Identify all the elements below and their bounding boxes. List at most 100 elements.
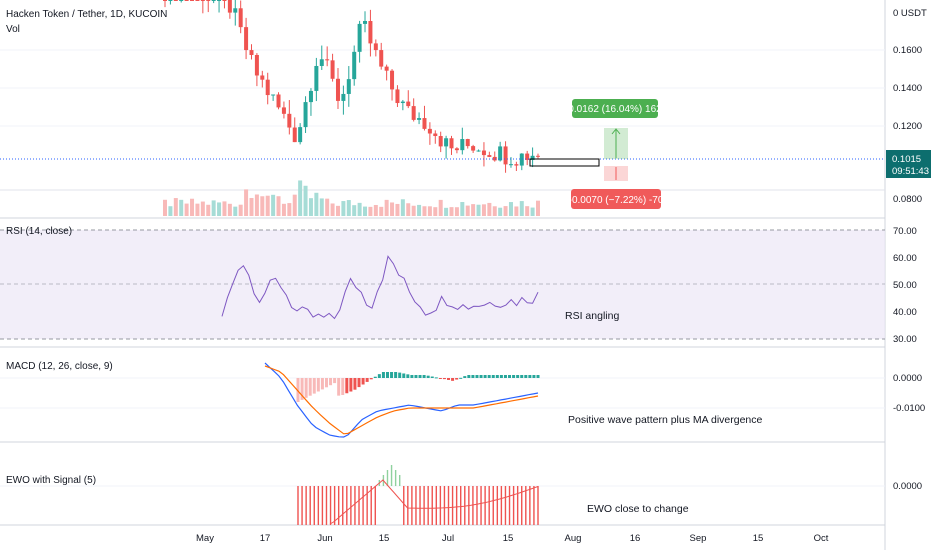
ewo-histogram-bar (435, 486, 438, 525)
candle-body (341, 93, 346, 101)
volume-bar (487, 202, 492, 216)
price-tick-0800: 0.0800 (893, 194, 922, 205)
macd-histogram-bar (300, 378, 304, 400)
macd-histogram-bar (304, 378, 308, 398)
macd-histogram-bar (308, 378, 312, 396)
time-label-aug16: 16 (630, 533, 641, 544)
macd-histogram-bar (333, 378, 337, 384)
ewo-histogram-bar (317, 486, 320, 525)
target-arrow-head (611, 128, 621, 135)
volume-bar (298, 180, 303, 216)
ewo-histogram-bar (529, 486, 531, 525)
macd-histogram-bar (475, 375, 479, 378)
volume-bar (373, 204, 378, 216)
candle-body (498, 146, 503, 161)
volume-bar (292, 194, 297, 216)
macd-histogram-bar (349, 378, 353, 392)
volume-bar (422, 206, 427, 216)
volume-bar (211, 200, 216, 216)
candle-body (357, 23, 362, 52)
time-label-may: May (196, 533, 214, 544)
volume-bar (260, 196, 265, 216)
ewo-histogram-bar (521, 486, 523, 525)
macd-histogram-bar (381, 372, 385, 378)
volume-bar (481, 204, 486, 216)
candle-body (422, 118, 427, 129)
macd-histogram-bar (341, 378, 345, 395)
candle-body (481, 150, 486, 156)
volume-bar (303, 185, 308, 216)
volume-bar (314, 192, 319, 216)
time-label-may17: 17 (260, 533, 271, 544)
volume-bar (492, 206, 497, 216)
ewo-histogram-bar (415, 486, 417, 525)
candle-body (206, 0, 211, 1)
rsi-label: RSI (14, close) (6, 226, 72, 237)
ewo-histogram-bar (411, 486, 413, 525)
candle-body (319, 59, 324, 66)
candle-body (298, 127, 303, 143)
ewo-histogram-bar (342, 486, 344, 525)
long-position-tool[interactable]: 0.0162 (16.04%) 162 -0.0070 (−7.22%) -70 (529, 99, 664, 209)
volume-bar (536, 200, 540, 216)
ewo-pane: EWO with Signal (5) 0.0000 EWO close to … (0, 465, 922, 525)
macd-histogram-bar (422, 375, 426, 378)
candle-body (314, 65, 319, 91)
ewo-histogram-bar (476, 486, 478, 525)
candle-body (465, 139, 470, 147)
time-label-sep15: 15 (753, 533, 764, 544)
volume-bar (319, 198, 324, 216)
target-label-bg (572, 99, 658, 118)
ewo-histogram-bar (358, 486, 360, 525)
macd-tick-minus: -0.0100 (893, 403, 925, 414)
candle-body (168, 0, 173, 1)
candle-body (227, 0, 232, 13)
volume-bar (308, 198, 313, 216)
volume-bar (395, 203, 400, 216)
ewo-histogram-bar (492, 486, 494, 525)
rsi-pane: RSI (14, close) 70.00 60.00 50.00 40.00 … (0, 226, 917, 345)
volume-bar (519, 201, 524, 216)
volume-bar (233, 206, 238, 216)
ewo-histogram-bar (337, 486, 340, 525)
volume-bar (465, 205, 470, 216)
candle-body (406, 101, 411, 107)
candle-body (373, 43, 378, 51)
candle-body (390, 70, 395, 90)
volume-bar (525, 206, 530, 216)
ewo-histogram-bar (374, 486, 376, 525)
time-label-oct: Oct (814, 533, 829, 544)
candle-body (200, 0, 205, 1)
ewo-histogram-bar (297, 486, 299, 525)
volume-bar (357, 202, 362, 216)
volume-bar (335, 205, 340, 216)
candle-body (352, 51, 357, 80)
candle-body (211, 0, 216, 1)
current-price-tag (886, 150, 931, 178)
ewo-histogram-bar (366, 486, 368, 525)
entry-box (529, 158, 600, 167)
volume-bar (417, 204, 422, 216)
candle-body (271, 94, 276, 96)
ewo-histogram-bar (301, 486, 303, 525)
volume-bar (460, 202, 465, 216)
time-label-jun15: 15 (379, 533, 390, 544)
volume-bar (330, 203, 335, 216)
rsi-tick-60: 60.00 (893, 253, 917, 264)
macd-histogram-bar (524, 375, 528, 378)
candle-body (476, 150, 481, 152)
volume-bar (173, 198, 178, 216)
candle-body (395, 89, 400, 104)
ewo-histogram-bar (390, 465, 393, 486)
volume-bar (427, 206, 432, 216)
macd-histogram-bar (528, 375, 532, 378)
rsi-tick-30: 30.00 (893, 334, 917, 345)
macd-histogram-bar (357, 378, 361, 388)
volume-bar (287, 203, 292, 216)
ewo-histogram-bar (508, 486, 511, 525)
candle-body (503, 146, 508, 165)
macd-tick-0: 0.0000 (893, 373, 922, 384)
ewo-histogram-bar (500, 486, 503, 525)
candle-body (184, 0, 189, 1)
volume-bar (206, 204, 211, 216)
